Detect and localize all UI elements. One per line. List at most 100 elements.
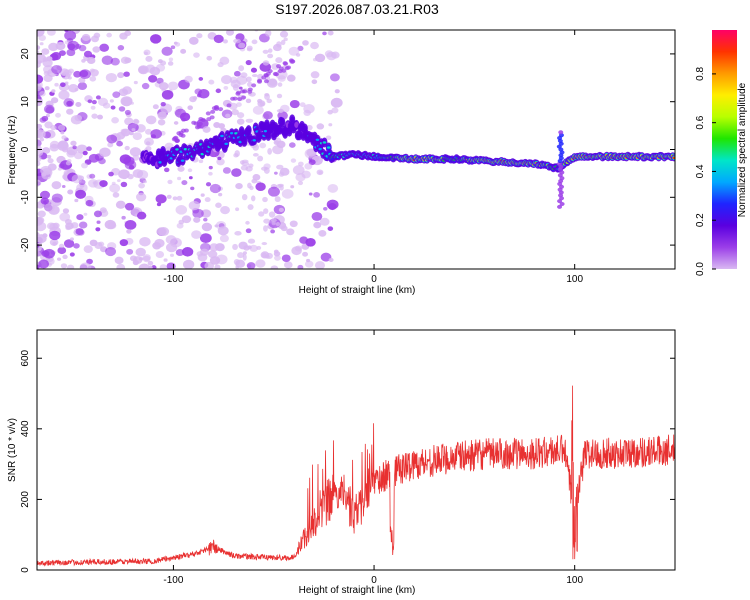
- spectrogram-noise-blob: [304, 163, 313, 170]
- spectrogram-noise-blob: [273, 251, 281, 257]
- spectrogram-noise-blob: [98, 157, 106, 165]
- spectrogram-noise-blob: [175, 205, 188, 215]
- spectrogram-noise-blob: [89, 69, 99, 77]
- spectrogram-noise-blob: [60, 131, 65, 135]
- spectrogram-noise-blob: [311, 211, 323, 221]
- spectrogram-noise-blob: [108, 171, 114, 177]
- colorbar-gradient: [712, 30, 737, 269]
- spectrogram-noise-blob: [280, 39, 286, 46]
- spectrogram-noise-blob: [124, 109, 131, 115]
- spectrogram-noise-blob: [133, 80, 138, 85]
- spectrogram-ridge-core: [158, 161, 162, 164]
- snr-x-tick-label: 0: [371, 575, 377, 586]
- spectrogram-noise-blob: [105, 246, 117, 257]
- spectrogram-noise-blob: [156, 202, 162, 207]
- spectrogram-noise-blob: [75, 101, 82, 108]
- colorbar-ticks: 0.0 0.2 0.4 0.6 0.8: [695, 67, 716, 276]
- spectrogram-noise-blob: [262, 49, 269, 54]
- spectrogram-noise-blob: [271, 221, 276, 226]
- snr-y-tick-label: 600: [20, 349, 31, 366]
- spectrogram-noise-blob: [194, 88, 202, 95]
- spectrogram-noise-blob: [170, 45, 176, 50]
- spectrogram-ridge-core: [224, 142, 228, 146]
- spectrogram-noise-blob: [124, 30, 132, 37]
- spectrogram-noise-blob: [215, 88, 222, 94]
- spectrogram-noise-blob: [40, 197, 49, 205]
- spectrogram-noise-blob: [117, 179, 121, 183]
- spectrogram-noise-blob: [304, 260, 314, 268]
- spectrogram-noise-blob: [51, 89, 56, 93]
- spectrogram-noise-blob: [82, 150, 88, 156]
- spectrogram-noise-blob: [156, 227, 167, 236]
- spectrogram-noise-blob: [279, 30, 289, 38]
- spectrogram-noise-blob: [37, 45, 41, 51]
- spectrogram-noise-blob: [41, 172, 47, 177]
- spectrogram-noise-blob: [328, 257, 334, 263]
- spectrogram-noise-blob: [60, 82, 66, 88]
- spectrogram-noise-blob: [121, 128, 131, 137]
- spectrogram-noise-blob: [90, 35, 100, 43]
- spectrogram-noise-blob: [78, 77, 86, 84]
- spectrogram-ridge-core: [318, 147, 323, 151]
- spectrogram-noise-blob: [127, 122, 139, 133]
- spectrogram-noise-blob: [235, 182, 243, 190]
- spectrogram-noise-blob: [275, 222, 281, 227]
- spectrogram-harmonic-blob: [273, 72, 279, 77]
- spectrogram-noise-blob: [47, 158, 54, 164]
- spectrogram-noise-blob: [219, 234, 229, 243]
- spectrogram-noise-blob: [39, 42, 44, 46]
- spectrogram-noise-blob: [232, 243, 238, 251]
- spectrogram-noise-blob: [235, 265, 240, 269]
- spectrogram-noise-blob: [139, 257, 144, 261]
- spectrogram-harmonic-blob: [251, 83, 257, 88]
- spectrogram-noise-blob: [54, 82, 59, 87]
- spectrogram-noise-blob: [200, 193, 205, 197]
- spectrogram-noise-blob: [221, 74, 232, 85]
- spectrogram-noise-blob: [176, 195, 183, 201]
- spectrogram-x-label: Height of straight line (km): [299, 285, 416, 296]
- spectrogram-noise-blob: [62, 147, 69, 153]
- spectrogram-noise-blob: [76, 30, 81, 33]
- spectrogram-harmonic-blob: [237, 97, 243, 102]
- spectrogram-harmonic-blob: [200, 117, 206, 122]
- spectrogram-ridge-blob: [216, 141, 222, 148]
- spectrogram-noise-blob: [173, 41, 178, 45]
- spectrogram-noise-blob: [83, 50, 92, 58]
- spectrogram-noise-blob: [274, 196, 281, 203]
- spectrogram-ridge-core: [183, 148, 188, 151]
- spectrogram-ridge-core: [180, 159, 185, 162]
- snr-series-line: [37, 385, 675, 567]
- spectrogram-noise-blob: [37, 123, 43, 129]
- spectrogram-noise-blob: [245, 118, 254, 123]
- spectrogram-noise-blob: [238, 86, 243, 90]
- spectrogram-noise-blob: [106, 134, 118, 144]
- spectrogram-noise-blob: [259, 142, 267, 149]
- spectrogram-noise-blob: [245, 76, 252, 83]
- spectrogram-noise-blob: [51, 193, 63, 203]
- spectrogram-noise-blob: [193, 52, 200, 58]
- spectrogram-noise-blob: [127, 173, 134, 180]
- spectrogram-noise-blob: [289, 220, 298, 228]
- spectrogram-noise-blob: [235, 207, 240, 212]
- spectrogram-noise-blob: [219, 56, 230, 65]
- spectrogram-noise-blob: [99, 43, 110, 52]
- spectrogram-noise-blob: [291, 246, 302, 256]
- spectrogram-noise-blob: [276, 164, 284, 170]
- spectrogram-noise-blob: [263, 208, 269, 214]
- spectrogram-ridge-core: [326, 146, 331, 149]
- spectrogram-noise-blob: [74, 198, 79, 203]
- spectrogram-ridge-blob: [242, 138, 247, 145]
- spectrogram-noise-blob: [139, 236, 151, 247]
- spectrogram-noise-blob: [67, 40, 80, 51]
- spectrogram-noise-blob: [319, 217, 330, 226]
- snr-y-label: SNR (10 * v/v): [7, 418, 18, 482]
- spectrogram-y-label: Frequency (Hz): [7, 116, 18, 185]
- spectrogram-noise-blob: [278, 171, 285, 177]
- spectrogram-noise-blob: [281, 254, 291, 262]
- spectrogram-noise-blob: [270, 229, 276, 234]
- spectrogram-noise-blob: [160, 101, 166, 107]
- spectrogram-noise-blob: [204, 197, 211, 203]
- snr-x-tick-label: -100: [163, 575, 183, 586]
- spectrogram-noise-blob: [73, 243, 80, 249]
